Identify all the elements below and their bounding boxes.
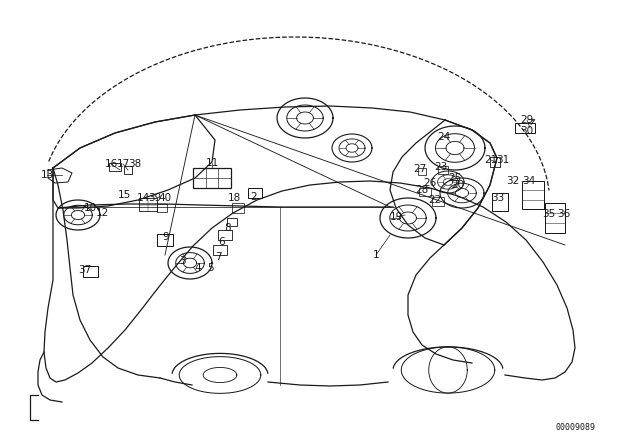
Text: 36: 36 <box>557 209 571 219</box>
Bar <box>232 203 244 213</box>
Text: 19: 19 <box>389 212 403 222</box>
Text: 39: 39 <box>148 193 162 203</box>
Text: 29: 29 <box>520 115 534 125</box>
Text: 40: 40 <box>159 193 172 203</box>
Text: 8: 8 <box>225 223 231 233</box>
Bar <box>83 267 97 277</box>
Text: 18: 18 <box>227 193 241 203</box>
Text: 23: 23 <box>435 162 447 172</box>
Bar <box>157 204 167 212</box>
Text: 24: 24 <box>437 132 451 142</box>
Text: 22: 22 <box>428 195 442 205</box>
Text: 35: 35 <box>542 209 556 219</box>
Text: 31: 31 <box>497 155 509 165</box>
Bar <box>492 193 508 211</box>
Bar <box>124 166 132 174</box>
Text: 30: 30 <box>520 126 534 136</box>
Bar <box>218 230 232 240</box>
Text: 32: 32 <box>506 176 520 186</box>
Bar <box>522 181 544 209</box>
Text: 1: 1 <box>372 250 380 260</box>
Text: 13: 13 <box>40 170 54 180</box>
Text: 16: 16 <box>104 159 118 169</box>
Bar <box>248 188 262 198</box>
Bar <box>109 163 121 171</box>
Bar <box>139 198 157 211</box>
Text: 26: 26 <box>424 178 436 188</box>
Bar <box>157 234 173 246</box>
Text: 3: 3 <box>179 256 186 266</box>
Text: 9: 9 <box>163 232 170 242</box>
Text: 25: 25 <box>449 173 461 183</box>
Text: 20: 20 <box>451 180 465 190</box>
Bar <box>419 188 431 196</box>
Bar <box>227 218 237 226</box>
Bar <box>490 157 500 167</box>
Text: 34: 34 <box>522 176 536 186</box>
Text: 21: 21 <box>484 155 498 165</box>
Text: 11: 11 <box>205 158 219 168</box>
Text: 7: 7 <box>214 252 221 262</box>
Text: 17: 17 <box>116 159 130 169</box>
Text: 6: 6 <box>219 237 225 247</box>
Text: 38: 38 <box>129 159 141 169</box>
Text: 5: 5 <box>207 263 213 273</box>
Bar <box>545 203 565 233</box>
Text: 14: 14 <box>136 193 150 203</box>
Text: 4: 4 <box>195 263 202 273</box>
Bar <box>432 198 444 207</box>
Text: 33: 33 <box>492 193 504 203</box>
Text: 2: 2 <box>251 192 257 202</box>
Text: 15: 15 <box>117 190 131 200</box>
Text: 12: 12 <box>95 208 109 218</box>
Bar <box>515 123 535 133</box>
Text: 28: 28 <box>415 185 429 195</box>
Text: 27: 27 <box>413 164 427 174</box>
Text: 00009089: 00009089 <box>555 423 595 432</box>
Bar <box>193 168 231 188</box>
Text: 10: 10 <box>83 203 97 213</box>
Text: 37: 37 <box>78 265 92 275</box>
Bar <box>418 168 426 176</box>
Bar <box>438 166 448 174</box>
Bar <box>213 245 227 255</box>
